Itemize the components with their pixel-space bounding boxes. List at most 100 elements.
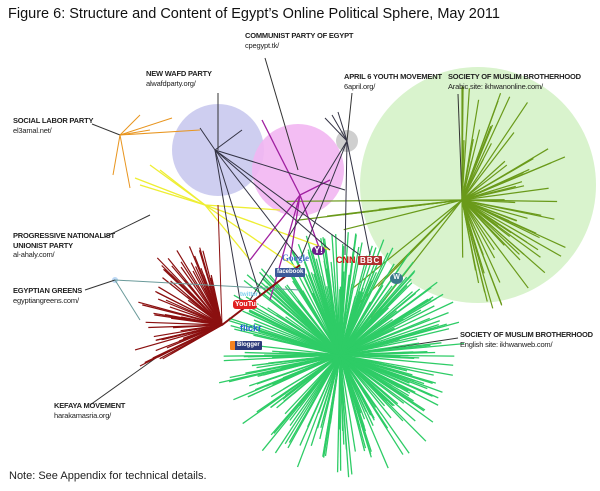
social-labor-edge xyxy=(112,134,121,176)
mb-english-edge xyxy=(317,354,341,414)
communist-edge xyxy=(261,119,301,196)
label-name: COMMUNIST PARTY OF EGYPT xyxy=(245,31,354,40)
kefaya-edge xyxy=(176,250,223,326)
mb-arabic-edge xyxy=(461,199,555,220)
mb-english-edge xyxy=(339,354,454,366)
mb-english-edge xyxy=(339,354,433,397)
progressive-edge xyxy=(204,204,251,261)
mb-english-edge xyxy=(339,296,356,356)
label-name: SOCIETY OF MUSLIM BROTHERHOOD xyxy=(448,72,581,81)
mb-arabic-edge xyxy=(461,199,501,283)
greens-edge xyxy=(114,279,141,321)
mb-english-edge xyxy=(339,354,389,469)
label-site: English site: ikhwanweb.com/ xyxy=(460,339,553,349)
footnote: Note: See Appendix for technical details… xyxy=(9,470,207,482)
mb-english-edge xyxy=(339,354,357,452)
label-site: alwafdparty.org/ xyxy=(146,78,196,88)
april6-edge xyxy=(346,140,371,256)
mb-arabic-edge xyxy=(461,164,508,201)
mb-arabic-edge xyxy=(370,199,463,318)
mb-english-edge xyxy=(319,354,341,440)
mb-arabic-edge xyxy=(461,160,506,201)
april6-edge xyxy=(344,140,348,256)
mb-english-edge xyxy=(284,285,341,356)
mb-english-edge xyxy=(339,276,408,356)
mb-english-edge xyxy=(339,354,358,421)
mb-arabic-edge xyxy=(461,199,517,222)
mb-english-edge xyxy=(339,268,400,356)
label-site: Arabic site: ikhwanonline.com/ xyxy=(448,81,543,91)
mb-english-edge xyxy=(307,354,341,428)
mb-english-edge xyxy=(339,247,377,356)
mb-arabic-edge xyxy=(461,199,528,219)
mb-english-edge xyxy=(331,234,341,356)
kefaya-edge xyxy=(210,274,223,326)
mb-english-edge xyxy=(303,261,341,356)
mb-english-edge xyxy=(323,260,341,356)
mb-english-edge xyxy=(229,320,341,356)
mb-english-edge xyxy=(339,247,355,356)
mb-english-edge xyxy=(339,317,430,356)
mb-english-edge xyxy=(339,354,395,407)
mb-english-edge xyxy=(249,354,341,387)
yahoo-logo: Y! xyxy=(312,245,325,255)
kefaya-edge xyxy=(217,204,223,326)
label-kefaya: KEFAYA MOVEMENT harakamasria.org/ xyxy=(54,401,125,420)
mb-arabic-edge xyxy=(461,96,511,201)
label-site: harakamasria.org/ xyxy=(54,410,112,420)
mb-english-edge xyxy=(339,344,431,356)
mb-english-edge xyxy=(290,249,341,356)
label-greens: EGYPTIAN GREENS egyptiangreens.com/ xyxy=(13,286,82,305)
mb-english-edge xyxy=(339,310,398,356)
google-logo: Google xyxy=(282,253,309,263)
new-wafd-edge xyxy=(214,149,261,296)
mb-arabic-edge xyxy=(461,199,566,248)
label-name: SOCIETY OF MUSLIM BROTHERHOOD xyxy=(460,330,593,339)
kefaya-edge xyxy=(158,286,223,326)
label-leader-line xyxy=(457,93,463,201)
mb-arabic-edge xyxy=(461,199,485,274)
mb-english-edge xyxy=(291,302,341,356)
progressive-edge xyxy=(139,184,206,206)
kefaya-edge xyxy=(148,324,223,329)
mb-english-edge xyxy=(262,277,341,356)
kefaya-edge xyxy=(183,279,223,326)
new-wafd-edge xyxy=(214,149,361,256)
social-labor-edge xyxy=(119,117,173,136)
social-labor-edge xyxy=(119,129,201,136)
mb-arabic-edge xyxy=(461,102,528,201)
mb-english-edge xyxy=(281,354,341,369)
mb-english-edge xyxy=(265,354,341,387)
kefaya-edge xyxy=(145,321,223,326)
label-name: PROGRESSIVE NATIONALIST UNIONIST PARTY xyxy=(13,231,115,250)
mb-english-edge xyxy=(339,338,418,356)
label-mb-english: SOCIETY OF MUSLIM BROTHERHOOD English sit… xyxy=(460,330,593,349)
mb-arabic-edge xyxy=(461,199,520,255)
mb-english-edge xyxy=(283,354,341,402)
label-site: egyptiangreens.com/ xyxy=(13,295,79,305)
progressive-edge xyxy=(204,204,301,271)
progressive-edge xyxy=(134,177,206,206)
mb-english-edge xyxy=(305,235,341,356)
mb-english-edge xyxy=(223,354,341,362)
mb-arabic-edge xyxy=(327,199,463,217)
mb-english-edge xyxy=(336,354,341,473)
mb-arabic-edge xyxy=(461,132,515,201)
april6-edge xyxy=(324,117,348,142)
label-leader-line xyxy=(89,354,161,406)
label-name: APRIL 6 YOUTH MOVEMENT xyxy=(344,72,442,81)
mb-arabic-edge xyxy=(461,181,523,201)
kefaya-edge xyxy=(154,314,223,326)
mb-arabic-edge xyxy=(461,199,464,258)
label-site: al-ahaly.com/ xyxy=(13,250,55,259)
mb-english-edge xyxy=(270,354,341,436)
mb-english-edge xyxy=(339,351,436,356)
mb-arabic-edge xyxy=(377,199,463,287)
mb-english-edge xyxy=(339,354,365,427)
label-site: 6april.org/ xyxy=(344,81,376,91)
label-april6: APRIL 6 YOUTH MOVEMENT 6april.org/ xyxy=(344,72,442,91)
blogger-logo: Blogger xyxy=(230,341,262,350)
mb-english-edge xyxy=(339,354,434,376)
kefaya-edge xyxy=(194,255,223,326)
april6-edge xyxy=(337,111,348,142)
